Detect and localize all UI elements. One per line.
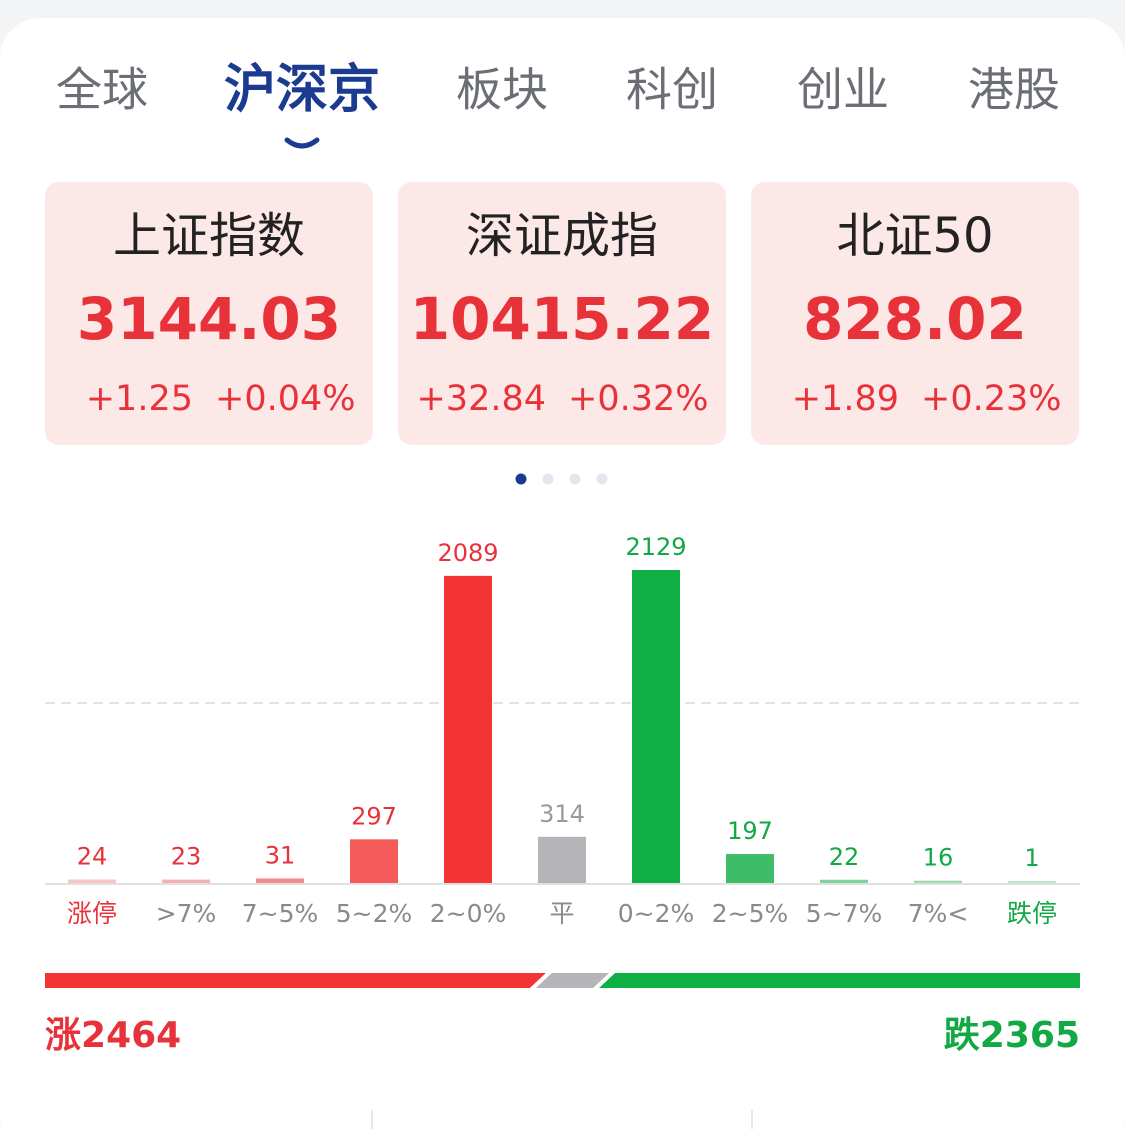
category-label: >7% [156,899,217,928]
value-label: 22 [829,843,860,871]
index-percent: +0.32% [568,379,709,419]
bar [538,836,586,883]
value-label: 16 [923,844,954,872]
value-label: 197 [727,817,773,845]
index-card[interactable] [751,182,1079,445]
bar [820,879,868,883]
category-label: 7~5% [242,899,319,928]
category-label: 2~5% [712,899,789,928]
tab[interactable]: 板块 [456,63,548,117]
fall-value: 2365 [980,1015,1080,1056]
value-label: 23 [171,843,202,871]
tab[interactable]: 创业 [797,63,889,117]
category-label: 平 [549,899,574,928]
rise-label: 涨 [45,1015,81,1056]
flat-bar [535,973,610,988]
rise-bar [45,973,546,988]
page-dot [515,473,527,485]
tab[interactable]: 沪深京 [224,60,380,120]
bar [68,879,116,883]
index-value: 828.02 [803,285,1027,353]
bar [914,880,962,883]
rise-value: 2464 [81,1015,181,1056]
tab[interactable]: 港股 [968,63,1060,117]
bar [632,570,680,883]
category-label: 跌停 [1007,899,1057,928]
index-percent: +0.23% [921,379,1062,419]
index-change: +1.25 [86,379,193,419]
index-change: +32.84 [416,379,546,419]
page-dot [569,473,581,485]
bar [162,879,210,883]
fall-label: 跌 [944,1015,980,1056]
category-label: 2~0% [430,899,507,928]
index-change: +1.89 [792,379,899,419]
tab[interactable]: 科创 [626,63,718,117]
index-name: 北证50 [836,208,993,264]
bar [444,575,492,883]
value-label: 31 [265,841,296,869]
category-label: 0~2% [618,899,695,928]
tab-indicator [284,137,320,149]
value-label: 314 [539,800,585,828]
bar [256,878,304,883]
fall-count: 跌2365 [944,1015,1080,1056]
bar [1008,881,1056,883]
bar [350,839,398,883]
page-dot [542,473,554,485]
category-label: 5~2% [336,899,413,928]
value-label: 2089 [437,539,498,567]
index-percent: +0.04% [215,379,356,419]
index-card[interactable] [45,182,373,445]
tab[interactable]: 全球 [56,63,148,117]
value-label: 2129 [625,533,686,561]
fall-bar [599,973,1080,988]
page-dot [596,473,608,485]
category-label: 7%< [908,899,969,928]
category-label: 涨停 [67,899,117,928]
index-value: 10415.22 [410,285,715,353]
index-card[interactable] [398,182,726,445]
index-name: 上证指数 [113,208,305,264]
category-label: 5~7% [806,899,883,928]
rise-count: 涨2464 [45,1015,181,1056]
index-value: 3144.03 [77,285,341,353]
value-label: 297 [351,802,397,830]
bar [726,854,774,883]
value-label: 24 [77,842,108,870]
index-name: 深证成指 [466,208,658,264]
value-label: 1 [1024,844,1039,872]
